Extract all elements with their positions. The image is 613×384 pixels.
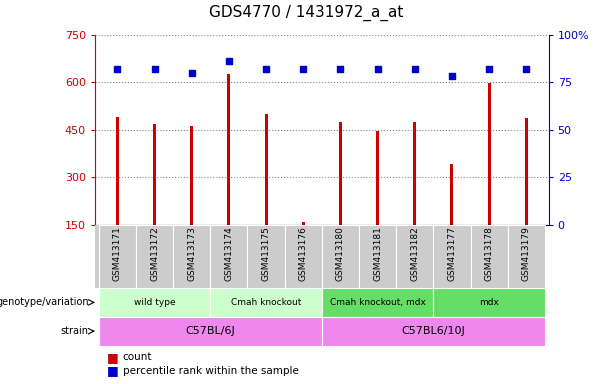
Point — [335, 66, 345, 72]
Text: GSM413175: GSM413175 — [262, 227, 270, 281]
Bar — [396, 225, 433, 288]
Bar — [302, 222, 305, 225]
Text: GSM413178: GSM413178 — [485, 227, 493, 281]
Text: ■: ■ — [107, 351, 119, 364]
Text: GDS4770 / 1431972_a_at: GDS4770 / 1431972_a_at — [209, 5, 404, 21]
Bar — [116, 117, 119, 225]
Point — [261, 66, 271, 72]
Point — [484, 66, 494, 72]
Bar — [265, 114, 267, 225]
Bar — [99, 288, 210, 317]
Bar — [413, 122, 416, 225]
Text: GSM413172: GSM413172 — [150, 227, 159, 281]
Text: genotype/variation: genotype/variation — [0, 297, 89, 308]
Bar — [339, 122, 342, 225]
Point — [187, 70, 197, 76]
Point — [224, 58, 234, 64]
Text: Cmah knockout, mdx: Cmah knockout, mdx — [330, 298, 425, 307]
Point — [112, 66, 122, 72]
Point — [150, 66, 159, 72]
Text: GSM413171: GSM413171 — [113, 227, 122, 281]
Point — [373, 66, 383, 72]
Text: percentile rank within the sample: percentile rank within the sample — [123, 366, 299, 376]
Bar — [525, 118, 528, 225]
Bar — [227, 74, 230, 225]
Text: GSM413176: GSM413176 — [299, 227, 308, 281]
Bar — [173, 225, 210, 288]
Text: count: count — [123, 352, 152, 362]
Point — [447, 73, 457, 79]
Bar — [153, 124, 156, 225]
Point — [522, 66, 531, 72]
Text: C57BL/6J: C57BL/6J — [185, 326, 235, 336]
Bar — [359, 225, 396, 288]
Bar — [451, 164, 454, 225]
Text: GSM413174: GSM413174 — [224, 227, 234, 281]
Bar — [210, 288, 322, 317]
Point — [299, 66, 308, 72]
Text: GSM413173: GSM413173 — [187, 227, 196, 281]
Bar — [376, 131, 379, 225]
Text: GSM413179: GSM413179 — [522, 227, 531, 281]
Text: GSM413182: GSM413182 — [410, 227, 419, 281]
Bar — [248, 225, 284, 288]
Bar — [488, 83, 490, 225]
Bar — [284, 225, 322, 288]
Point — [410, 66, 420, 72]
Text: GSM413180: GSM413180 — [336, 227, 345, 281]
Text: GSM413181: GSM413181 — [373, 227, 382, 281]
Bar — [99, 225, 136, 288]
Text: Cmah knockout: Cmah knockout — [231, 298, 301, 307]
Bar — [190, 126, 193, 225]
Bar — [99, 317, 322, 346]
Bar — [471, 225, 508, 288]
Bar — [136, 225, 173, 288]
Bar — [322, 317, 545, 346]
Text: ■: ■ — [107, 364, 119, 377]
Bar — [508, 225, 545, 288]
Text: mdx: mdx — [479, 298, 499, 307]
Bar — [433, 225, 471, 288]
Text: wild type: wild type — [134, 298, 175, 307]
Bar — [322, 225, 359, 288]
Bar — [433, 288, 545, 317]
Bar — [322, 288, 433, 317]
Text: C57BL6/10J: C57BL6/10J — [402, 326, 465, 336]
Bar — [210, 225, 248, 288]
Text: strain: strain — [61, 326, 89, 336]
Text: GSM413177: GSM413177 — [447, 227, 457, 281]
